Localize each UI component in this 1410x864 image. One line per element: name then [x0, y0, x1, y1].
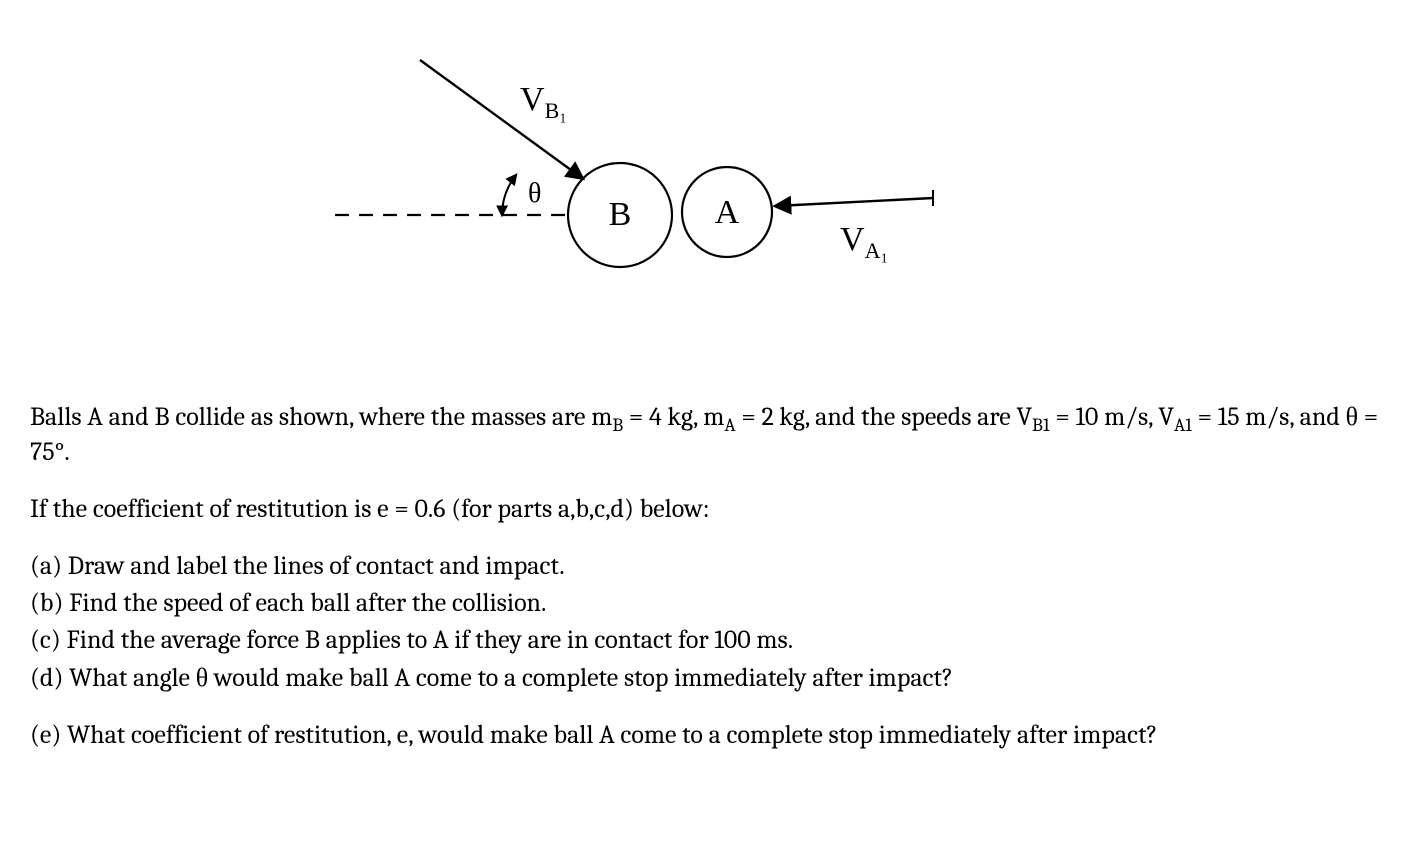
part-e: (e) What coefficient of restitution, e, …	[30, 718, 1380, 753]
ball-b-label: B	[609, 196, 632, 233]
parts-list: (a) Draw and label the lines of contact …	[30, 549, 1380, 695]
va1-label: VA₁	[840, 221, 888, 263]
part-d: (d) What angle θ would make ball A come …	[30, 661, 1380, 696]
problem-text: Balls A and B collide as shown, where th…	[30, 400, 1380, 753]
theta-arc	[502, 175, 516, 215]
part-c: (c) Find the average force B applies to …	[30, 623, 1380, 658]
ball-a-label: A	[715, 194, 740, 231]
intro-paragraph: Balls A and B collide as shown, where th…	[30, 400, 1380, 470]
part-b: (b) Find the speed of each ball after th…	[30, 586, 1380, 621]
theta-label: θ	[528, 178, 541, 209]
page: B A VB₁ VA₁ θ Balls A and B collide as	[0, 0, 1410, 864]
condition-paragraph: If the coefficient of restitution is e =…	[30, 492, 1380, 527]
va1-arrow	[776, 198, 933, 206]
collision-diagram: B A VB₁ VA₁ θ	[30, 0, 1380, 360]
vb1-label: VB₁	[520, 81, 567, 123]
part-a: (a) Draw and label the lines of contact …	[30, 549, 1380, 584]
